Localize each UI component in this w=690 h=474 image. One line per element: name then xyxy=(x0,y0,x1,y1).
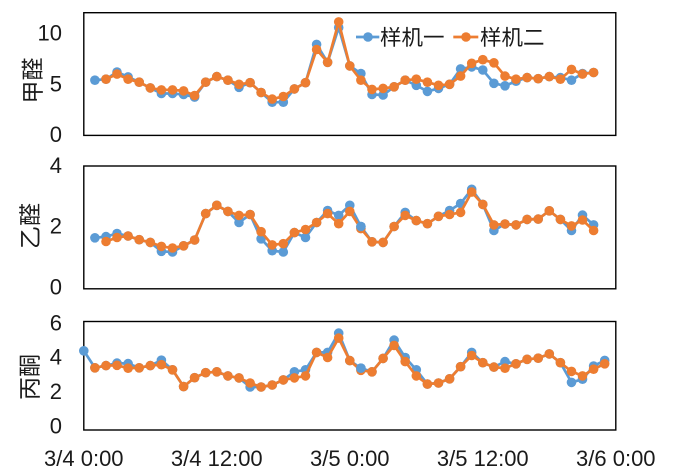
svg-text:2: 2 xyxy=(50,379,62,404)
svg-text:3/5 0:00: 3/5 0:00 xyxy=(310,446,390,471)
svg-text:3/6 0:00: 3/6 0:00 xyxy=(576,446,656,471)
svg-text:5: 5 xyxy=(50,71,62,96)
svg-text:6: 6 xyxy=(50,310,62,335)
svg-text:3/4 12:00: 3/4 12:00 xyxy=(171,446,263,471)
svg-text:4: 4 xyxy=(50,153,62,178)
svg-text:0: 0 xyxy=(50,122,62,147)
svg-text:10: 10 xyxy=(38,20,62,45)
svg-text:3/5 12:00: 3/5 12:00 xyxy=(437,446,529,471)
svg-text:2: 2 xyxy=(50,214,62,239)
svg-text:0: 0 xyxy=(50,414,62,439)
svg-text:3/4 0:00: 3/4 0:00 xyxy=(44,446,124,471)
svg-text:0: 0 xyxy=(50,275,62,300)
svg-text:4: 4 xyxy=(50,345,62,370)
